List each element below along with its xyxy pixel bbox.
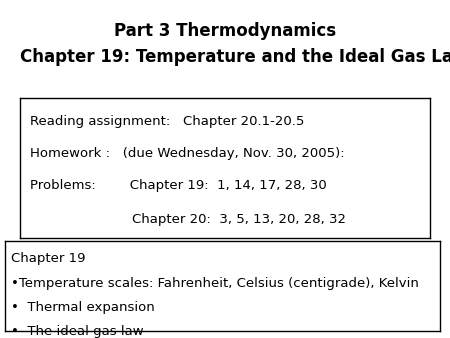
Text: •  Thermal expansion: • Thermal expansion [12,301,155,314]
Text: Homework :   (due Wednesday, Nov. 30, 2005):: Homework : (due Wednesday, Nov. 30, 2005… [30,147,345,160]
Text: •Temperature scales: Fahrenheit, Celsius (centigrade), Kelvin: •Temperature scales: Fahrenheit, Celsius… [12,277,419,290]
Text: Chapter 20:  3, 5, 13, 20, 28, 32: Chapter 20: 3, 5, 13, 20, 28, 32 [30,213,346,226]
Text: Part 3 Thermodynamics: Part 3 Thermodynamics [114,22,336,40]
Text: Chapter 19: Chapter 19 [12,252,86,265]
Text: Reading assignment:   Chapter 20.1-20.5: Reading assignment: Chapter 20.1-20.5 [30,115,304,128]
Text: Chapter 19: Temperature and the Ideal Gas Law: Chapter 19: Temperature and the Ideal Ga… [20,48,450,66]
Text: Problems:        Chapter 19:  1, 14, 17, 28, 30: Problems: Chapter 19: 1, 14, 17, 28, 30 [30,179,327,192]
Text: •  The ideal gas law: • The ideal gas law [12,325,144,338]
